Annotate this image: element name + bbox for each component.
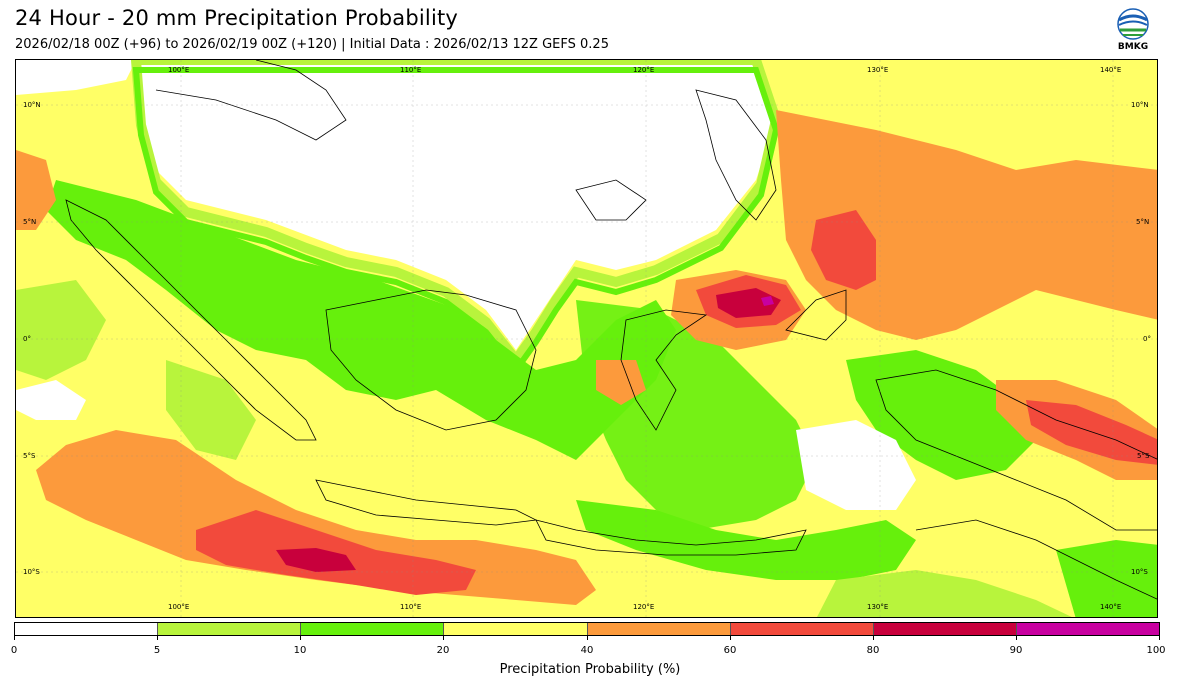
zone-10-20-sulawesi [576, 300, 816, 530]
zone-0-5-nw [16, 60, 136, 95]
zone-10-20-central [46, 180, 676, 460]
colorbar-tickmark [873, 636, 874, 640]
chart-subtitle: 2026/02/18 00Z (+96) to 2026/02/19 00Z (… [15, 37, 609, 52]
colorbar-tick-label: 5 [153, 645, 161, 656]
colorbar-tick-label: 80 [866, 645, 880, 656]
bmkg-logo-icon [1117, 8, 1149, 40]
chart-title: 24 Hour - 20 mm Precipitation Probabilit… [15, 6, 459, 30]
lon-label-bottom: 100°E [168, 603, 190, 611]
zone-60-80-north [811, 210, 876, 290]
colorbar-segment [1015, 623, 1159, 635]
lon-label-top: 120°E [633, 66, 655, 74]
logo-text: BMKG [1117, 42, 1149, 52]
colorbar-segment [300, 623, 444, 635]
bmkg-logo: BMKG [1112, 8, 1154, 54]
lon-label-bottom: 110°E [400, 603, 422, 611]
colorbar-tickmark [730, 636, 731, 640]
colorbar-tickmark [1159, 636, 1160, 640]
coast-palawan [575, 179, 647, 221]
zone-10-20-se [1056, 540, 1157, 617]
lat-label-left: 5°N [23, 218, 37, 226]
colorbar-tickmark [587, 636, 588, 640]
coastlines [65, 60, 1157, 600]
lon-label-bottom: 120°E [633, 603, 655, 611]
lat-label-left: 10°N [23, 101, 41, 109]
colorbar-segment [15, 623, 158, 635]
gridlines [16, 60, 1157, 617]
zone-0-5-north [136, 60, 776, 350]
zone-5-10-ring [130, 60, 782, 369]
coast-halmahera [785, 289, 847, 341]
colorbar-segment [586, 623, 730, 635]
lon-label-top: 110°E [400, 66, 422, 74]
colorbar-tick-label: 60 [723, 645, 737, 656]
zone-0-5-indianocean [16, 380, 86, 420]
precipitation-map: 100°E 110°E 120°E 130°E 140°E 100°E 110°… [15, 59, 1158, 618]
lon-label-top: 130°E [867, 66, 889, 74]
lon-label-bottom: 140°E [1100, 603, 1122, 611]
zone-10-20-papua [846, 350, 1036, 480]
lat-label-left: 5°S [23, 452, 36, 460]
zone-5-10-sumatra-coast [166, 360, 256, 460]
coast-borneo [325, 289, 537, 431]
zone-80-90-halmahera [716, 288, 781, 318]
colorbar-tick-label: 100 [1146, 645, 1166, 656]
colorbar-segment [157, 623, 301, 635]
colorbar [14, 622, 1160, 636]
lon-label-top: 100°E [168, 66, 190, 74]
lon-label-bottom: 130°E [867, 603, 889, 611]
zone-60-80-southjava [196, 510, 476, 595]
zone-40-60-southjava [36, 430, 596, 605]
zone-5-10-west [16, 280, 106, 380]
colorbar-segment [872, 623, 1016, 635]
lat-label-left: 0° [23, 335, 31, 343]
coast-sulawesi [620, 309, 708, 431]
zone-40-60-pacific [776, 110, 1157, 340]
colorbar-tickmark [157, 636, 158, 640]
lat-label-right: 5°N [1136, 218, 1150, 226]
coast-philippines [695, 89, 777, 221]
colorbar-segment [443, 623, 587, 635]
zone-90-100-spot [761, 296, 774, 306]
colorbar-tickmark [1016, 636, 1017, 640]
colorbar-segment [729, 623, 873, 635]
colorbar-tickmark [443, 636, 444, 640]
colorbar-tick-label: 40 [580, 645, 594, 656]
zone-5-10-arafura [817, 570, 1072, 617]
colorbar-tick-label: 90 [1009, 645, 1023, 656]
lat-label-right: 10°N [1131, 101, 1149, 109]
colorbar-tick-label: 0 [10, 645, 18, 656]
colorbar-label: Precipitation Probability (%) [499, 662, 681, 677]
lat-label-right: 0° [1143, 335, 1151, 343]
lon-label-top: 140°E [1100, 66, 1122, 74]
precip-map-svg [16, 60, 1157, 617]
colorbar-tick-label: 20 [436, 645, 450, 656]
zone-0-5-banda [796, 420, 916, 510]
coast-australia [915, 519, 1157, 600]
coast-sumatra [65, 199, 317, 441]
zone-10-20-nusatenggara [576, 500, 916, 580]
colorbar-tick-label: 10 [293, 645, 307, 656]
coast-indochina [155, 60, 347, 141]
coast-newguinea [875, 369, 1157, 531]
colorbar-tickmark [14, 636, 15, 640]
zone-80-90-southjava [276, 548, 356, 572]
zone-60-80-newguinea [1026, 400, 1157, 465]
coast-nusatenggara [535, 519, 807, 556]
colorbar-tickmark [300, 636, 301, 640]
lat-label-right: 5°S [1137, 452, 1150, 460]
lat-label-right: 10°S [1131, 568, 1148, 576]
lat-label-left: 10°S [23, 568, 40, 576]
zone-40-60-westedge [16, 150, 56, 230]
